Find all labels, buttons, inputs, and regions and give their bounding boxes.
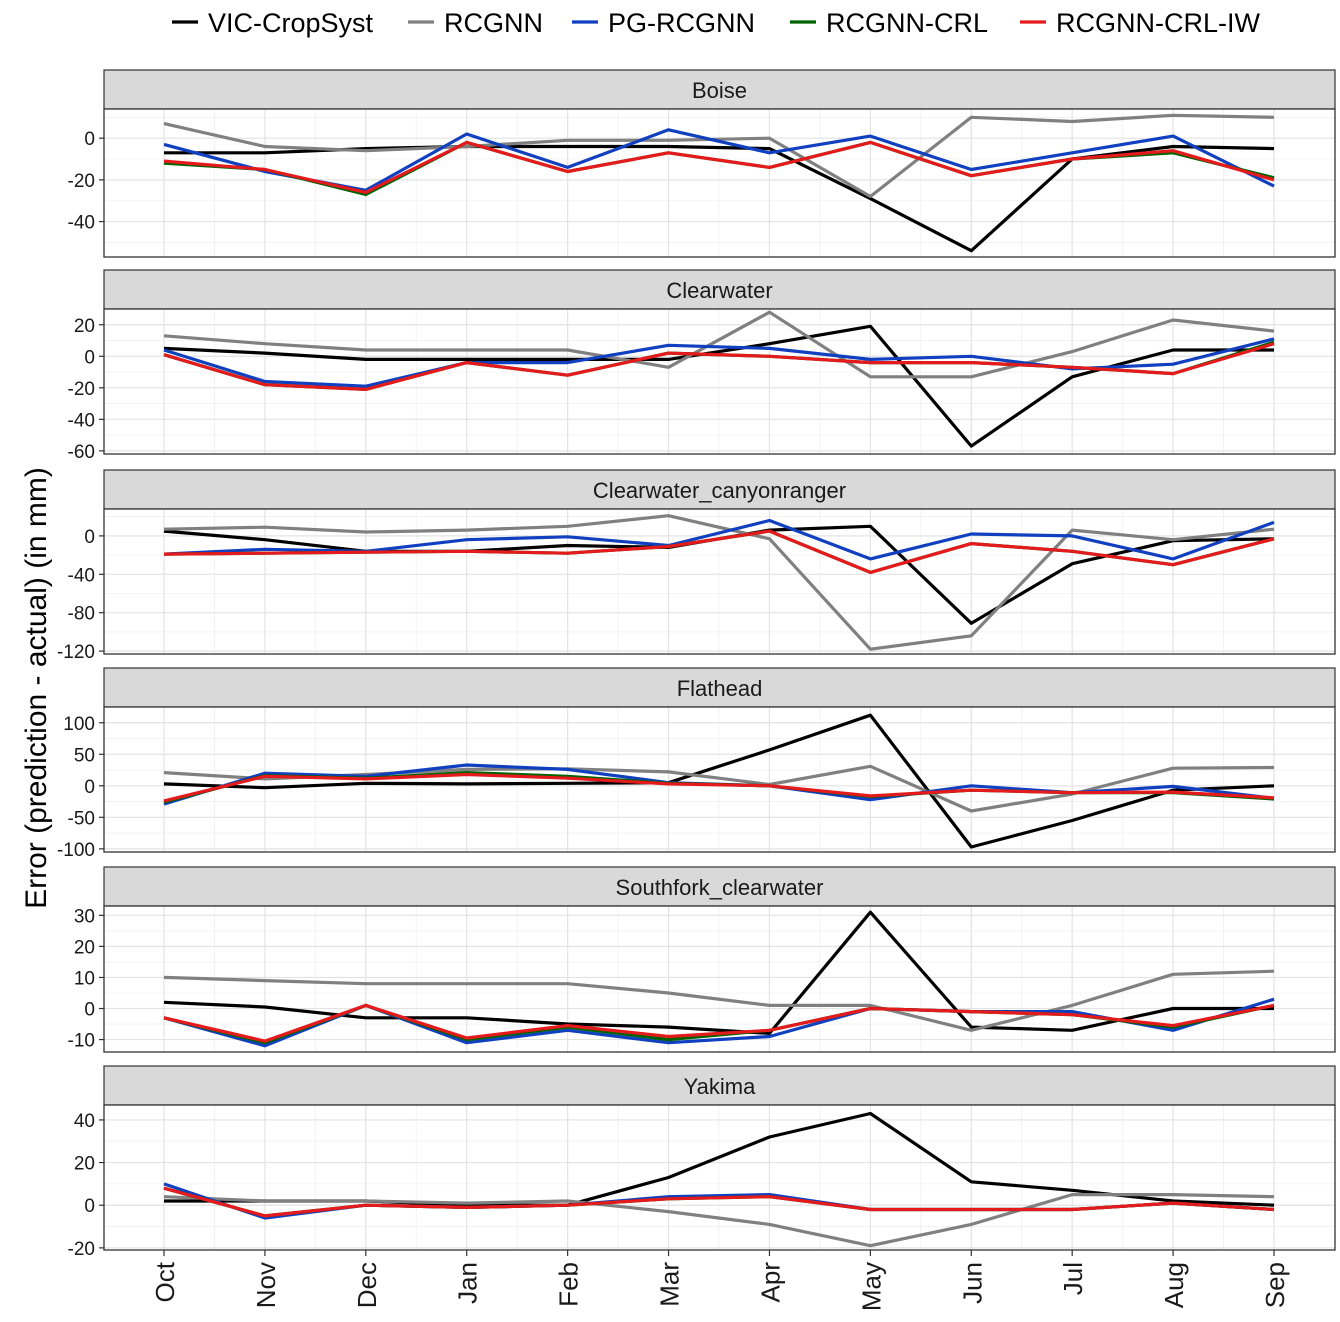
x-tick-label: Aug xyxy=(1159,1262,1189,1308)
y-tick-label: -40 xyxy=(68,565,95,586)
y-tick-label: 20 xyxy=(74,316,95,337)
x-tick-label: Sep xyxy=(1260,1262,1290,1308)
panel-flathead: Flathead 100 50 0 -50 -100 xyxy=(57,667,1336,861)
panel-title: Clearwater_canyonranger xyxy=(593,478,846,503)
y-tick-label: 20 xyxy=(74,1154,95,1175)
legend-entry-rcgnn-crl: RCGNN-CRL xyxy=(790,8,988,38)
panel-border xyxy=(103,108,1336,258)
panels: Boise0-20-40Clearwater200-20-40-60Clearw… xyxy=(57,69,1336,1260)
y-tick-label: -20 xyxy=(68,379,95,400)
y-tick-label: 100 xyxy=(63,714,95,735)
series-line-rcgnn-crl-iw xyxy=(163,529,1275,575)
y-tick-label: -10 xyxy=(68,1031,95,1052)
series-line-rcgnn xyxy=(163,310,1275,379)
y-tick-label: 0 xyxy=(84,347,95,368)
x-tick-label: May xyxy=(856,1262,886,1311)
series-line-rcgnn xyxy=(163,514,1275,651)
panel-clearwater-canyonranger: Clearwater_canyonranger 0 -40 -80 -120 xyxy=(57,469,1336,663)
panel-title: Yakima xyxy=(684,1074,756,1099)
series-line-rcgnn-crl-iw xyxy=(163,772,1275,803)
x-tick-label: Dec xyxy=(352,1262,382,1308)
panel-title: Southfork_clearwater xyxy=(616,875,824,900)
x-tick-label: Jun xyxy=(957,1262,987,1304)
legend-entry-rcgnn-crl-iw: RCGNN-CRL-IW xyxy=(1020,8,1260,38)
x-tick-label: Jul xyxy=(1058,1262,1088,1295)
panel-strip xyxy=(103,269,1336,310)
y-tick-label: 0 xyxy=(84,777,95,798)
legend-label-rcgnn: RCGNN xyxy=(444,8,543,38)
x-tick-label: Nov xyxy=(251,1262,281,1308)
series-line-rcgnn-crl-iw xyxy=(163,342,1275,391)
y-tick-label: -40 xyxy=(68,410,95,431)
legend-entry-rcgnn: RCGNN xyxy=(408,8,543,38)
plot-area xyxy=(104,109,1335,257)
y-tick-label: -40 xyxy=(68,213,95,234)
panel-clearwater: Clearwater 20 0 -20 -40 -60 xyxy=(68,269,1336,463)
y-tick-label: 40 xyxy=(74,1111,95,1132)
x-tick-label: Jan xyxy=(453,1262,483,1304)
x-tick-label: Oct xyxy=(150,1261,180,1302)
series-line-vic-cropsyst xyxy=(163,324,1274,448)
panel-title: Boise xyxy=(692,78,747,103)
panel-southfork-clearwater: Southfork_clearwater 30 20 10 0 -10 xyxy=(68,866,1336,1053)
panel-yakima: Yakima 40 20 0 -20 xyxy=(68,1065,1336,1260)
legend-label-rcgnn-crl: RCGNN-CRL xyxy=(826,8,988,38)
panel-border xyxy=(103,706,1336,853)
series-line-rcgnn-crl-iw xyxy=(163,1003,1275,1043)
y-tick-label: 50 xyxy=(74,745,95,766)
y-tick-label: 20 xyxy=(74,937,95,958)
legend-label-rcgnn-crl-iw: RCGNN-CRL-IW xyxy=(1056,8,1260,38)
x-axis: Oct Nov Dec Jan Feb Mar Apr May Jun Jul Aug Sep xyxy=(150,1250,1290,1311)
panel-strip xyxy=(103,667,1336,708)
y-tick-label: -20 xyxy=(68,1239,95,1260)
x-tick-label: Apr xyxy=(755,1262,785,1303)
legend-label-vic-cropsyst: VIC-CropSyst xyxy=(208,8,374,38)
panel-strip xyxy=(103,69,1336,110)
y-tick-label: 0 xyxy=(84,1196,95,1217)
y-tick-label: 0 xyxy=(84,527,95,548)
legend-entry-vic-cropsyst: VIC-CropSyst xyxy=(172,8,374,38)
y-tick-label: 0 xyxy=(84,129,95,150)
y-tick-label: 30 xyxy=(74,906,95,927)
legend-entry-pg-rcgnn: PG-RCGNN xyxy=(572,8,755,38)
legend: VIC-CropSyst RCGNN PG-RCGNN RCGNN-CRL RCGNN-… xyxy=(172,8,1260,38)
series-line-rcgnn xyxy=(163,1192,1275,1248)
y-tick-label: -120 xyxy=(57,642,95,663)
series-line-rcgnn xyxy=(163,113,1275,199)
x-tick-label: Mar xyxy=(655,1262,685,1307)
y-tick-label: -60 xyxy=(68,442,95,463)
y-tick-label: 0 xyxy=(84,1000,95,1021)
panel-border xyxy=(103,905,1336,1053)
y-tick-label: -50 xyxy=(68,808,95,829)
y-tick-label: -80 xyxy=(68,604,95,625)
panel-border xyxy=(103,308,1336,455)
series-line-rcgnn xyxy=(163,969,1275,1032)
y-tick-label: -20 xyxy=(68,171,95,192)
series-line-rcgnn-crl-iw xyxy=(163,140,1275,194)
x-tick-label: Feb xyxy=(554,1262,584,1307)
series-line-rcgnn-crl-iw xyxy=(163,1186,1275,1218)
y-tick-label: -100 xyxy=(57,840,95,861)
panel-strip xyxy=(103,1065,1336,1106)
panel-title: Clearwater xyxy=(666,278,772,303)
y-tick-label: 10 xyxy=(74,968,95,989)
y-axis-label: Error (prediction - actual) (in mm) xyxy=(20,467,53,909)
panel-title: Flathead xyxy=(677,676,763,701)
panel-border xyxy=(103,1104,1336,1251)
series-line-vic-cropsyst xyxy=(163,910,1274,1036)
panel-boise: Boise 0 -20 -40 xyxy=(68,69,1336,258)
series-line-vic-cropsyst xyxy=(163,713,1275,849)
legend-label-pg-rcgnn: PG-RCGNN xyxy=(608,8,755,38)
plot-area xyxy=(104,1105,1335,1250)
panel-border xyxy=(103,508,1336,655)
